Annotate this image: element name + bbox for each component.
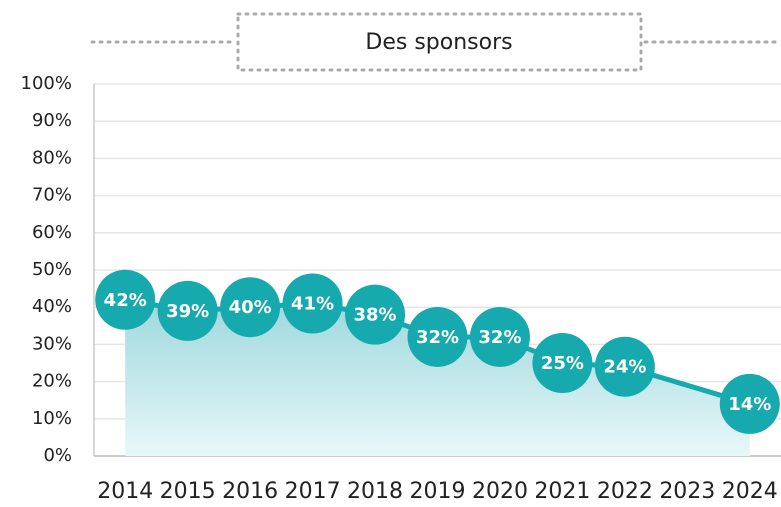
y-tick-label: 0% (43, 445, 72, 466)
y-tick-label: 20% (32, 371, 72, 392)
point (469, 306, 530, 367)
value-label: 40% (229, 297, 272, 318)
point (407, 306, 468, 367)
x-tick-label: 2014 (97, 479, 153, 504)
area (125, 299, 750, 456)
point (719, 373, 780, 434)
y-tick-label: 50% (32, 259, 72, 280)
x-tick-label: 2023 (659, 479, 715, 504)
value-label: 38% (353, 305, 396, 326)
x-tick-label: 2015 (160, 479, 216, 504)
value-label: 25% (541, 353, 584, 374)
point (532, 333, 593, 393)
y-tick-label: 70% (32, 185, 72, 206)
chart-title: Des sponsors (365, 30, 512, 55)
y-tick-label: 80% (32, 147, 72, 168)
title-box (236, 12, 643, 72)
y-tick-label: 100% (21, 73, 72, 94)
x-tick-label: 2017 (285, 479, 341, 504)
plot: 0% 10% 20% 30% 40% 50% 60% 70% 80% 90% 100% 2014 201… (21, 73, 781, 504)
x-tick-label: 2018 (347, 479, 403, 504)
value-label: 32% (478, 327, 521, 348)
x-tick-label: 2020 (472, 479, 528, 504)
y-tick-label: 90% (32, 110, 72, 131)
x-tick-label: 2022 (597, 479, 653, 504)
value-label: 32% (416, 327, 459, 348)
value-label: 39% (166, 301, 209, 322)
x-tick-label: 2016 (222, 479, 278, 504)
x-tick-label: 2021 (534, 479, 590, 504)
value-label: 42% (104, 290, 147, 311)
y-tick-label: 40% (32, 296, 72, 317)
y-tick-label: 10% (32, 408, 72, 429)
value-label: 24% (603, 357, 646, 378)
y-tick-label: 60% (32, 222, 72, 243)
point (282, 273, 343, 334)
value-label: 41% (291, 293, 334, 314)
point (594, 336, 655, 397)
point (220, 277, 281, 338)
x-tick-label: 2019 (410, 479, 466, 504)
x-tick-label: 2024 (722, 479, 778, 504)
line (124, 297, 751, 407)
value-label: 14% (728, 394, 771, 415)
y-tick-label: 30% (32, 333, 72, 354)
point (345, 284, 406, 345)
point (95, 269, 156, 330)
point (157, 280, 218, 341)
